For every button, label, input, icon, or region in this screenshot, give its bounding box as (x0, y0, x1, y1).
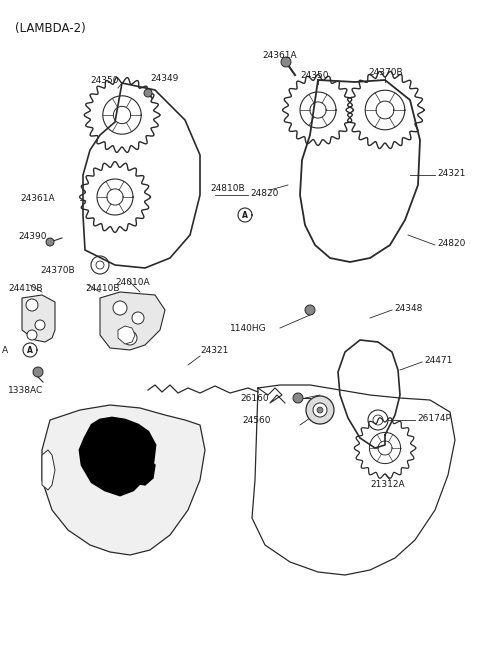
Text: 24010A: 24010A (115, 277, 150, 287)
Text: 24321: 24321 (200, 346, 228, 354)
Circle shape (144, 89, 152, 97)
Polygon shape (80, 418, 155, 495)
Text: 1338AC: 1338AC (8, 386, 43, 394)
Text: 24370B: 24370B (368, 68, 403, 76)
Circle shape (281, 57, 291, 67)
Text: 24348: 24348 (394, 303, 422, 313)
Text: 24361A: 24361A (263, 51, 297, 59)
Text: A: A (242, 211, 248, 219)
Circle shape (35, 320, 45, 330)
Text: 1140HG: 1140HG (230, 323, 266, 332)
Circle shape (293, 393, 303, 403)
Polygon shape (42, 450, 55, 490)
Text: 24361A: 24361A (20, 194, 55, 203)
Text: 24410B: 24410B (8, 283, 43, 293)
Polygon shape (42, 405, 205, 555)
Text: 24820: 24820 (437, 239, 466, 247)
Circle shape (305, 305, 315, 315)
Circle shape (313, 403, 327, 417)
Circle shape (306, 396, 334, 424)
Text: 24810B: 24810B (210, 184, 245, 192)
Circle shape (113, 301, 127, 315)
Text: 26160: 26160 (240, 394, 269, 402)
Text: 21312A: 21312A (370, 479, 405, 489)
Polygon shape (130, 458, 155, 485)
Circle shape (27, 330, 37, 340)
Circle shape (132, 312, 144, 324)
Circle shape (26, 299, 38, 311)
Text: A: A (2, 346, 8, 354)
Text: 24410B: 24410B (85, 283, 120, 293)
Text: 24560: 24560 (242, 416, 271, 424)
Text: 24321: 24321 (437, 168, 466, 178)
Text: 24350: 24350 (300, 70, 328, 80)
Text: 24390: 24390 (18, 231, 47, 241)
Text: 24471: 24471 (424, 356, 452, 364)
Circle shape (33, 367, 43, 377)
Circle shape (317, 407, 323, 413)
Polygon shape (118, 326, 135, 344)
Polygon shape (100, 292, 165, 350)
Text: A: A (27, 346, 33, 354)
Text: 24349: 24349 (150, 74, 179, 82)
Text: 26174P: 26174P (417, 414, 451, 422)
Circle shape (123, 331, 137, 345)
Text: 24370B: 24370B (40, 265, 74, 275)
Circle shape (46, 238, 54, 246)
Polygon shape (22, 295, 55, 342)
Text: 24350: 24350 (90, 76, 119, 84)
Text: (LAMBDA-2): (LAMBDA-2) (15, 22, 86, 35)
Text: 24820: 24820 (250, 188, 278, 198)
